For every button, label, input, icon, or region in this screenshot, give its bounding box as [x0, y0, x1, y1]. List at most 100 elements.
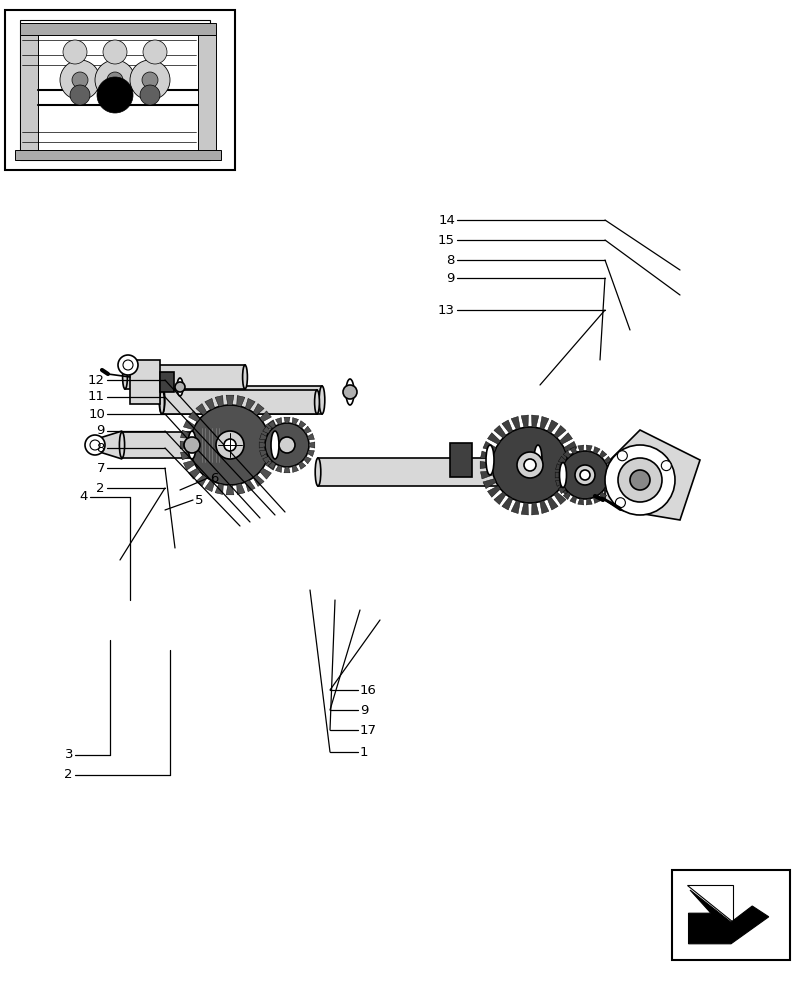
Circle shape [90, 440, 100, 450]
Polygon shape [20, 20, 210, 160]
Text: 8: 8 [97, 442, 105, 454]
Polygon shape [268, 430, 279, 438]
Bar [122, 432, 191, 458]
Polygon shape [483, 479, 496, 489]
Text: 17: 17 [359, 723, 376, 736]
Polygon shape [493, 492, 505, 505]
Circle shape [184, 437, 200, 453]
Circle shape [72, 72, 88, 88]
Polygon shape [547, 420, 557, 433]
Ellipse shape [486, 445, 493, 475]
Text: 9: 9 [359, 704, 368, 716]
Circle shape [216, 431, 243, 459]
Polygon shape [603, 456, 611, 463]
Text: 6: 6 [210, 472, 218, 485]
Polygon shape [237, 483, 245, 494]
Polygon shape [180, 441, 190, 449]
Polygon shape [539, 416, 548, 430]
Polygon shape [558, 487, 565, 494]
Polygon shape [303, 426, 311, 434]
Polygon shape [298, 462, 306, 469]
Polygon shape [479, 461, 491, 469]
Text: 16: 16 [359, 684, 376, 696]
Circle shape [224, 439, 236, 451]
Polygon shape [688, 890, 768, 944]
Circle shape [130, 60, 169, 100]
Polygon shape [183, 460, 195, 470]
Circle shape [342, 385, 357, 399]
Polygon shape [487, 433, 500, 444]
Text: 2: 2 [64, 768, 73, 782]
Text: 3: 3 [64, 748, 73, 762]
Ellipse shape [271, 431, 279, 459]
Polygon shape [559, 433, 572, 444]
Circle shape [103, 40, 127, 64]
Polygon shape [539, 500, 548, 514]
Polygon shape [195, 404, 207, 415]
Polygon shape [593, 447, 599, 454]
Bar [198, 27, 216, 155]
Text: 13: 13 [437, 304, 454, 316]
Circle shape [118, 355, 138, 375]
Circle shape [175, 382, 185, 392]
Polygon shape [567, 461, 579, 469]
Polygon shape [553, 425, 565, 438]
Bar [5, 10, 234, 170]
Bar [162, 390, 316, 414]
Polygon shape [608, 472, 614, 478]
Polygon shape [188, 411, 200, 422]
Circle shape [615, 498, 624, 508]
Polygon shape [204, 480, 214, 492]
Polygon shape [577, 445, 583, 452]
Text: 5: 5 [195, 493, 204, 506]
Text: 7: 7 [97, 462, 105, 475]
Polygon shape [264, 460, 277, 470]
Polygon shape [268, 421, 275, 428]
Circle shape [616, 451, 627, 461]
Polygon shape [501, 420, 512, 433]
Circle shape [629, 470, 649, 490]
Polygon shape [686, 885, 732, 922]
Polygon shape [259, 442, 264, 448]
Polygon shape [487, 486, 500, 497]
Polygon shape [521, 503, 528, 515]
Ellipse shape [119, 432, 124, 458]
Bar [672, 870, 789, 960]
Circle shape [579, 470, 590, 480]
Polygon shape [531, 415, 539, 427]
Circle shape [63, 40, 87, 64]
Circle shape [660, 461, 671, 471]
Polygon shape [510, 500, 520, 514]
Text: 14: 14 [438, 214, 454, 227]
Polygon shape [480, 471, 493, 479]
Polygon shape [563, 492, 570, 500]
Polygon shape [599, 450, 606, 458]
Ellipse shape [514, 458, 520, 486]
Ellipse shape [242, 365, 247, 389]
Polygon shape [308, 442, 315, 448]
Polygon shape [90, 431, 122, 459]
Bar [200, 428, 221, 462]
Circle shape [264, 423, 309, 467]
Ellipse shape [559, 462, 566, 488]
Text: 10: 10 [88, 408, 105, 420]
Circle shape [139, 85, 160, 105]
Polygon shape [253, 475, 264, 486]
Circle shape [617, 458, 661, 502]
Polygon shape [604, 430, 699, 520]
Bar [160, 372, 174, 392]
Polygon shape [225, 485, 234, 495]
Polygon shape [262, 456, 270, 464]
Text: 1: 1 [359, 745, 368, 758]
Bar [449, 443, 471, 477]
Circle shape [517, 452, 543, 478]
Polygon shape [563, 479, 577, 489]
Polygon shape [555, 464, 562, 470]
Polygon shape [493, 425, 505, 438]
Polygon shape [180, 452, 191, 460]
Ellipse shape [315, 458, 320, 486]
Circle shape [604, 445, 674, 515]
Circle shape [107, 72, 122, 88]
Bar [15, 150, 221, 160]
Polygon shape [195, 475, 207, 486]
